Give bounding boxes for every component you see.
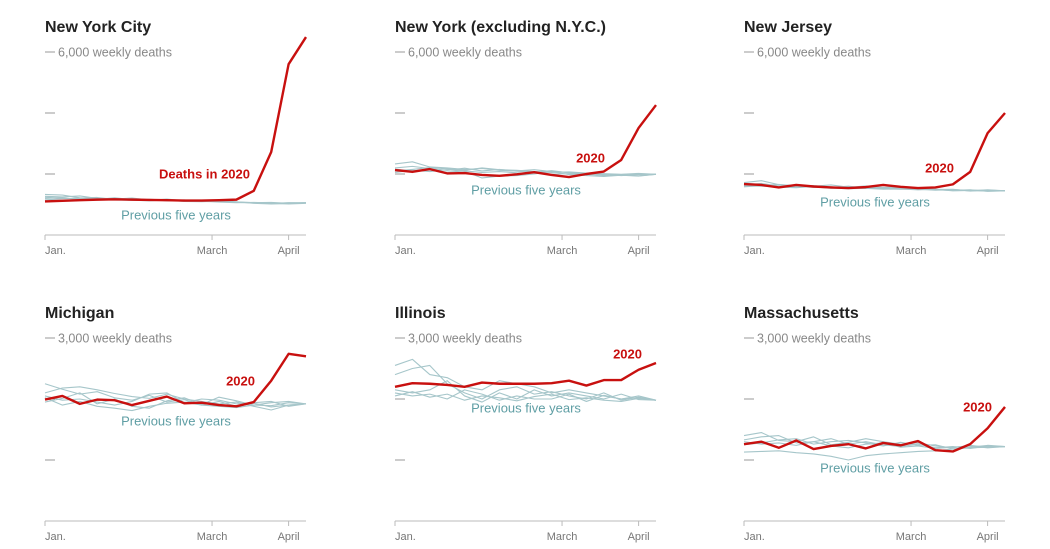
line-2020: [44, 36, 308, 203]
x-tick-label: Jan.: [395, 245, 416, 257]
x-tick-label: March: [197, 245, 228, 257]
panel: New York (excluding N.Y.C.) 6,000 weekly …: [394, 19, 657, 257]
x-tick-label: March: [547, 531, 578, 543]
label-previous: Previous five years: [121, 413, 231, 428]
label-2020: 2020: [613, 346, 642, 361]
x-tick-label: April: [278, 245, 300, 257]
line-previous: [394, 391, 657, 402]
line-2020: [394, 361, 657, 388]
panel: Michigan 3,000 weekly deaths Jan. March Apri…: [44, 305, 307, 543]
line-2020: [44, 352, 307, 408]
x-tick-label: Jan.: [744, 245, 765, 257]
label-2020: Deaths in 2020: [159, 166, 250, 181]
panel: Illinois 3,000 weekly deaths Jan. March Apri…: [394, 305, 657, 543]
x-tick-label: Jan.: [744, 531, 765, 543]
label-2020: 2020: [226, 373, 255, 388]
x-tick-label: March: [896, 245, 927, 257]
panel-title: Illinois: [395, 305, 446, 322]
line-previous: [743, 446, 1006, 461]
label-previous: Previous five years: [471, 400, 581, 415]
panel: New York City 6,000 weekly deaths Jan. Marc…: [44, 19, 308, 257]
y-tick-label: 3,000 weekly deaths: [408, 331, 522, 345]
y-tick-label: 6,000 weekly deaths: [408, 45, 522, 59]
label-previous: Previous five years: [820, 460, 930, 475]
x-tick-label: April: [977, 245, 999, 257]
line-previous: [44, 386, 307, 411]
line-2020: [743, 406, 1006, 453]
line-previous: [394, 389, 657, 402]
x-tick-label: April: [628, 245, 650, 257]
line-2020: [743, 112, 1006, 190]
x-tick-label: March: [896, 531, 927, 543]
x-tick-label: April: [977, 531, 999, 543]
label-previous: Previous five years: [820, 194, 930, 209]
panel: New Jersey 6,000 weekly deaths Jan. March Ap…: [743, 19, 1006, 257]
x-tick-label: Jan.: [45, 531, 66, 543]
y-tick-label: 6,000 weekly deaths: [58, 45, 172, 59]
panel-title: New York (excluding N.Y.C.): [395, 19, 606, 36]
panel-title: Michigan: [45, 305, 114, 322]
line-previous: [743, 185, 1006, 192]
line-2020: [394, 104, 657, 179]
y-tick-label: 6,000 weekly deaths: [757, 45, 871, 59]
label-previous: Previous five years: [121, 207, 231, 222]
y-tick-label: 3,000 weekly deaths: [58, 331, 172, 345]
x-tick-label: April: [278, 531, 300, 543]
x-tick-label: Jan.: [395, 531, 416, 543]
label-2020: 2020: [576, 150, 605, 165]
x-tick-label: March: [547, 245, 578, 257]
label-2020: 2020: [925, 160, 954, 175]
x-tick-label: April: [628, 531, 650, 543]
panel-title: New Jersey: [744, 19, 832, 36]
y-tick-label: 3,000 weekly deaths: [757, 331, 871, 345]
panel-title: New York City: [45, 19, 151, 36]
label-2020: 2020: [963, 399, 992, 414]
line-previous: [44, 397, 307, 412]
panel-title: Massachusetts: [744, 305, 859, 322]
label-previous: Previous five years: [471, 182, 581, 197]
line-previous: [394, 167, 657, 175]
x-tick-label: March: [197, 531, 228, 543]
x-tick-label: Jan.: [45, 245, 66, 257]
panel: Massachusetts 3,000 weekly deaths Jan. Marc…: [743, 305, 1006, 543]
